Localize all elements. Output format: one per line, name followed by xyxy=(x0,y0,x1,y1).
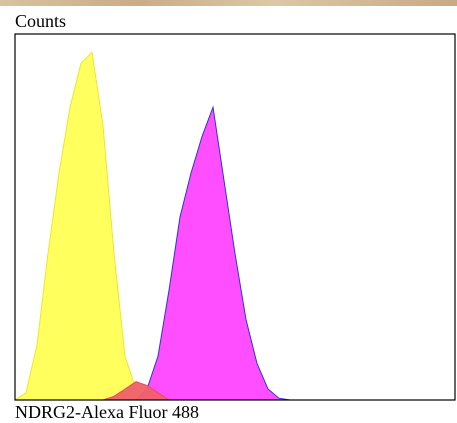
plot-frame xyxy=(14,33,456,401)
image-strip xyxy=(0,0,457,6)
x-axis-label: NDRG2-Alexa Fluor 488 xyxy=(15,402,199,422)
y-axis-label: Counts xyxy=(15,11,66,31)
